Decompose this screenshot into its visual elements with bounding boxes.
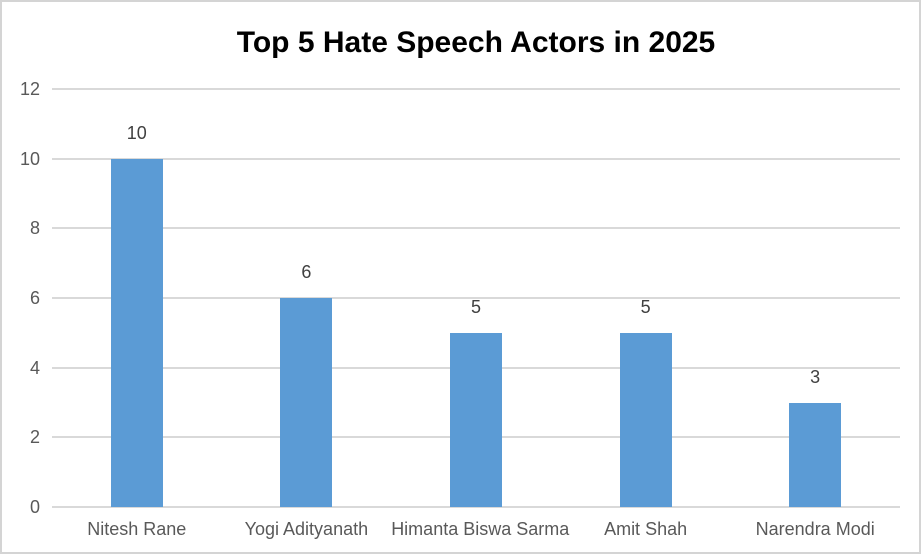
y-gridline (52, 88, 900, 90)
x-axis-category-label: Narendra Modi (755, 519, 875, 539)
x-axis-category-label: Himanta Biswa Sarma (391, 519, 570, 539)
x-axis-category-label: Amit Shah (604, 519, 688, 539)
x-axis-category-label: Yogi Adityanath (244, 519, 369, 539)
y-gridline (52, 157, 900, 160)
bar-data-label: 6 (301, 262, 312, 282)
y-axis-tick-label: 4 (29, 357, 40, 378)
bar (110, 158, 163, 507)
bar-data-label: 5 (470, 296, 481, 317)
x-axis-line (52, 506, 900, 508)
bar (280, 298, 333, 507)
bar (789, 402, 842, 507)
y-axis-tick-label: 12 (19, 79, 40, 99)
bar-data-label: 10 (126, 122, 147, 143)
y-gridline (52, 227, 900, 230)
bar-data-label: 5 (640, 296, 651, 317)
y-axis-tick-label: 8 (29, 218, 40, 239)
chart-title: Top 5 Hate Speech Actors in 2025 (236, 26, 716, 59)
y-gridline (52, 297, 900, 299)
y-axis-tick-label: 0 (29, 497, 40, 517)
bar (619, 332, 672, 507)
y-axis-tick-label: 10 (19, 148, 40, 169)
x-axis-category-label: Nitesh Rane (87, 519, 187, 539)
bar (450, 332, 502, 507)
bar-data-label: 3 (810, 366, 821, 387)
y-axis-tick-label: 6 (29, 288, 40, 308)
y-axis-tick-label: 2 (29, 427, 40, 448)
